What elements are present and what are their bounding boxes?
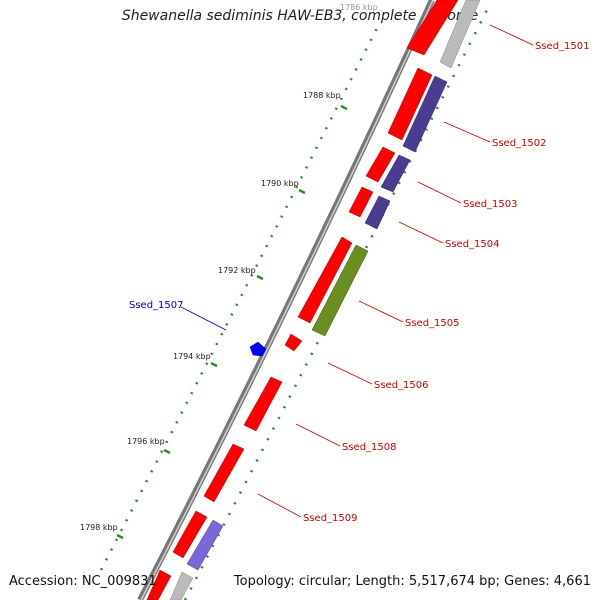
cds-1511[interactable] xyxy=(146,569,172,600)
cog-grey-1511[interactable] xyxy=(169,571,194,600)
tick-marks xyxy=(116,104,348,540)
gene-label-1503[interactable]: Ssed_1503 xyxy=(463,199,518,210)
cog-purple-1502[interactable] xyxy=(402,75,448,153)
label-leader-lines xyxy=(180,24,534,518)
gene-label-1508[interactable]: Ssed_1508 xyxy=(342,442,397,453)
cog-purple-1504[interactable] xyxy=(364,195,391,230)
cds-1510[interactable] xyxy=(172,510,208,559)
cog-purple-1503[interactable] xyxy=(380,154,411,193)
cog-lightpurple-1510[interactable] xyxy=(186,519,224,571)
feature-1507[interactable] xyxy=(249,341,267,357)
outer-dotted-track xyxy=(99,21,382,571)
tick-label-1786: 1786 kbp xyxy=(340,3,378,12)
tick-label-1796: 1796 kbp xyxy=(127,437,165,446)
cog-olive-1505[interactable] xyxy=(311,244,369,337)
topology-text: Topology: circular; Length: 5,517,674 bp… xyxy=(233,574,591,589)
cds-1509[interactable] xyxy=(203,443,245,503)
gene-label-1506[interactable]: Ssed_1506 xyxy=(374,380,429,391)
tick-label-1790: 1790 kbp xyxy=(261,179,299,188)
tick-label-1788: 1788 kbp xyxy=(303,91,341,100)
gene-label-1509[interactable]: Ssed_1509 xyxy=(303,513,358,524)
tick-label-1798: 1798 kbp xyxy=(80,523,118,532)
forward-cds-track xyxy=(146,0,459,600)
gene-label-1504[interactable]: Ssed_1504 xyxy=(445,239,500,250)
map-title: Shewanella sediminis HAW-EB3, complete g… xyxy=(121,8,479,24)
cds-1506[interactable] xyxy=(284,333,303,352)
cds-1502[interactable] xyxy=(387,67,433,141)
cds-1505[interactable] xyxy=(297,236,353,324)
cds-1501[interactable] xyxy=(406,0,459,56)
gene-label-1507[interactable]: Ssed_1507 xyxy=(129,300,184,311)
cds-1503a[interactable] xyxy=(365,146,396,183)
genome-backbone xyxy=(137,0,435,600)
cog-feature-track xyxy=(169,0,481,600)
cds-1503b[interactable] xyxy=(348,186,374,218)
gene-label-1501[interactable]: Ssed_1501 xyxy=(535,41,590,52)
cog-grey-1501[interactable] xyxy=(439,0,481,69)
cds-1508[interactable] xyxy=(243,376,283,432)
gene-label-1502[interactable]: Ssed_1502 xyxy=(492,138,547,149)
tick-label-1792: 1792 kbp xyxy=(218,266,256,275)
gene-label-1505[interactable]: Ssed_1505 xyxy=(405,318,460,329)
genome-backbone-highlight xyxy=(140,0,434,600)
accession-text: Accession: NC_009831 xyxy=(9,574,157,589)
tick-label-1794: 1794 kbp xyxy=(173,352,211,361)
